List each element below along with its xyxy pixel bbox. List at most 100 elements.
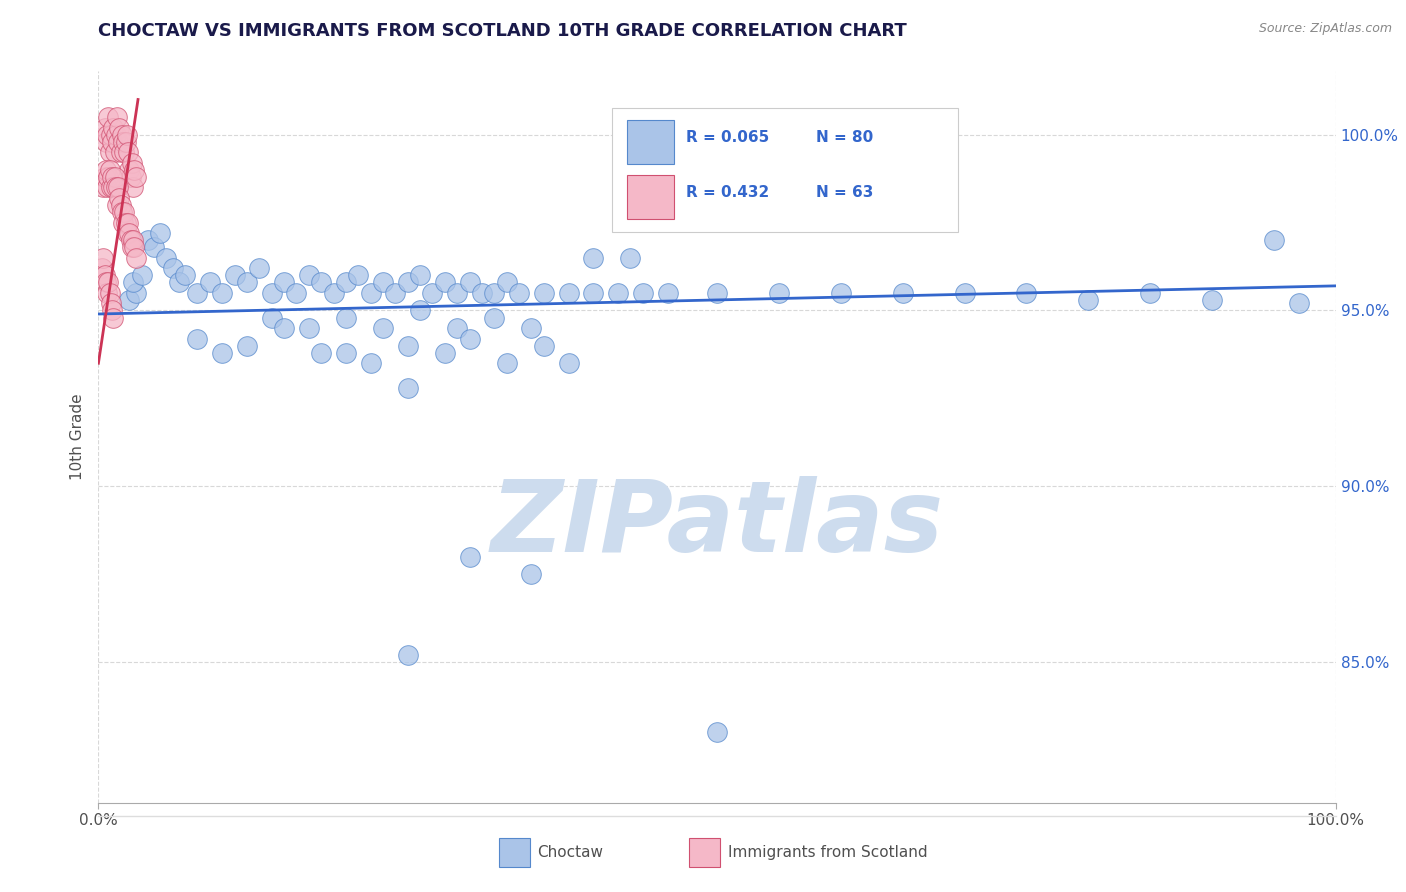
- Point: [706, 285, 728, 300]
- Point: [335, 345, 357, 359]
- Point: [533, 339, 555, 353]
- Point: [458, 276, 481, 290]
- Point: [273, 276, 295, 290]
- Point: [167, 276, 190, 290]
- Point: [533, 285, 555, 300]
- Point: [121, 240, 143, 254]
- FancyBboxPatch shape: [627, 175, 673, 219]
- Point: [162, 261, 184, 276]
- Point: [422, 285, 444, 300]
- Point: [108, 191, 131, 205]
- Point: [124, 162, 146, 177]
- Point: [706, 725, 728, 739]
- Point: [396, 381, 419, 395]
- Point: [117, 145, 139, 160]
- Point: [891, 285, 914, 300]
- Point: [335, 276, 357, 290]
- Point: [117, 216, 139, 230]
- Text: Immigrants from Scotland: Immigrants from Scotland: [728, 846, 928, 860]
- Point: [98, 162, 121, 177]
- Point: [107, 135, 129, 149]
- Point: [360, 285, 382, 300]
- Point: [347, 268, 370, 283]
- Point: [186, 332, 208, 346]
- Text: CHOCTAW VS IMMIGRANTS FROM SCOTLAND 10TH GRADE CORRELATION CHART: CHOCTAW VS IMMIGRANTS FROM SCOTLAND 10TH…: [98, 22, 907, 40]
- Point: [247, 261, 270, 276]
- Point: [484, 285, 506, 300]
- Point: [830, 285, 852, 300]
- Point: [458, 549, 481, 564]
- Point: [953, 285, 976, 300]
- Point: [557, 356, 579, 370]
- Point: [98, 145, 121, 160]
- Point: [100, 128, 122, 142]
- Point: [298, 268, 321, 283]
- Point: [495, 276, 517, 290]
- Point: [122, 276, 145, 290]
- Point: [520, 321, 543, 335]
- Point: [396, 648, 419, 662]
- Point: [94, 135, 117, 149]
- Point: [309, 276, 332, 290]
- Point: [94, 162, 117, 177]
- Point: [112, 145, 135, 160]
- Point: [118, 162, 141, 177]
- Point: [114, 216, 136, 230]
- FancyBboxPatch shape: [612, 108, 959, 232]
- Point: [484, 310, 506, 325]
- Point: [768, 285, 790, 300]
- Point: [582, 251, 605, 265]
- Point: [409, 268, 432, 283]
- Point: [100, 296, 122, 310]
- Point: [97, 169, 120, 184]
- Point: [396, 276, 419, 290]
- Point: [211, 285, 233, 300]
- Point: [93, 180, 115, 194]
- Point: [446, 321, 468, 335]
- Point: [1201, 293, 1223, 307]
- Point: [607, 285, 630, 300]
- Y-axis label: 10th Grade: 10th Grade: [70, 393, 86, 481]
- Point: [124, 240, 146, 254]
- Point: [619, 251, 641, 265]
- Text: R = 0.065: R = 0.065: [686, 129, 769, 145]
- Point: [471, 285, 494, 300]
- Point: [433, 276, 456, 290]
- Point: [1077, 293, 1099, 307]
- Point: [131, 268, 153, 283]
- Point: [124, 285, 146, 300]
- Point: [309, 345, 332, 359]
- Point: [118, 293, 141, 307]
- Point: [298, 321, 321, 335]
- Point: [93, 169, 115, 184]
- Point: [103, 310, 125, 325]
- Point: [103, 120, 125, 135]
- Point: [108, 120, 131, 135]
- Point: [114, 135, 136, 149]
- Point: [101, 135, 124, 149]
- Point: [118, 226, 141, 240]
- Point: [103, 180, 125, 194]
- Point: [101, 303, 124, 318]
- Text: R = 0.432: R = 0.432: [686, 185, 769, 200]
- Point: [120, 169, 142, 184]
- Point: [98, 285, 121, 300]
- Point: [105, 110, 128, 124]
- Point: [96, 128, 118, 142]
- Point: [143, 240, 166, 254]
- Point: [104, 180, 127, 194]
- Point: [211, 345, 233, 359]
- Point: [105, 198, 128, 212]
- Text: N = 63: N = 63: [815, 185, 873, 200]
- Point: [112, 205, 135, 219]
- Point: [96, 285, 118, 300]
- Text: N = 80: N = 80: [815, 129, 873, 145]
- Point: [93, 120, 115, 135]
- Point: [103, 169, 125, 184]
- Point: [136, 233, 159, 247]
- Point: [384, 285, 406, 300]
- Point: [97, 276, 120, 290]
- Point: [433, 345, 456, 359]
- Point: [236, 339, 259, 353]
- Point: [124, 169, 146, 184]
